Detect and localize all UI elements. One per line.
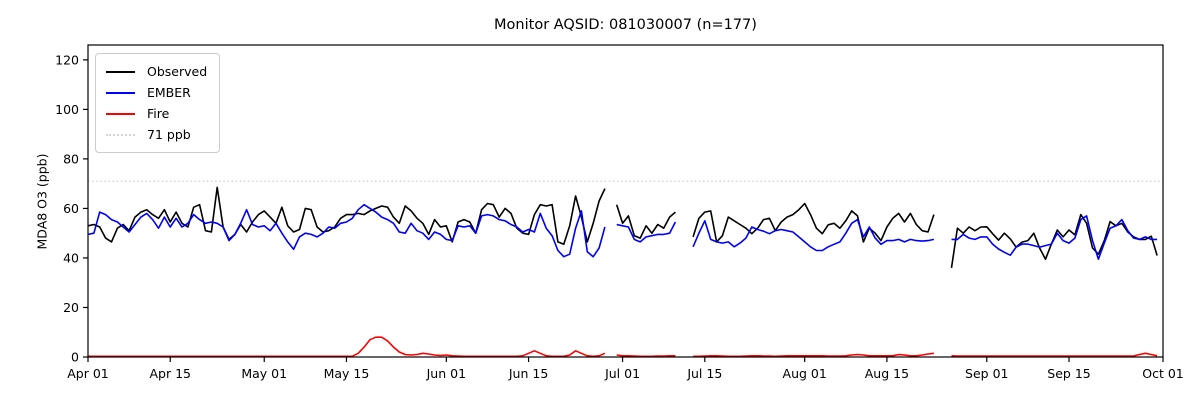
legend-item-fire: Fire bbox=[106, 103, 207, 124]
x-tick-label: Aug 15 bbox=[865, 366, 909, 381]
y-tick-label: 0 bbox=[71, 350, 79, 365]
observed-line-sample bbox=[106, 70, 135, 73]
x-tick-label: Jul 01 bbox=[604, 366, 640, 381]
x-tick-label: May 01 bbox=[241, 366, 287, 381]
legend-item-observed: Observed bbox=[106, 61, 207, 82]
chart-title: Monitor AQSID: 081030007 (n=177) bbox=[494, 17, 757, 33]
y-tick-label: 80 bbox=[63, 151, 79, 166]
legend-item-ember: EMBER bbox=[106, 82, 207, 103]
x-tick-label: Jun 15 bbox=[508, 366, 548, 381]
legend-label-fire: Fire bbox=[147, 106, 170, 121]
threshold-line-sample bbox=[106, 133, 135, 136]
x-tick-label: Apr 15 bbox=[149, 366, 191, 381]
legend-item-threshold: 71 ppb bbox=[106, 124, 207, 145]
x-tick-label: Oct 01 bbox=[1142, 366, 1184, 381]
x-tick-label: Aug 01 bbox=[783, 366, 827, 381]
x-tick-label: May 15 bbox=[324, 366, 370, 381]
legend: Observed EMBER Fire 71 ppb bbox=[95, 53, 221, 153]
series-line-fire bbox=[88, 336, 1158, 358]
y-tick-label: 20 bbox=[63, 300, 79, 315]
legend-label-observed: Observed bbox=[147, 64, 208, 79]
y-tick-label: 60 bbox=[63, 201, 79, 216]
ember-line-sample bbox=[106, 91, 135, 94]
plot-border bbox=[87, 44, 1164, 358]
legend-label-threshold: 71 ppb bbox=[147, 127, 191, 142]
y-tick-label: 120 bbox=[55, 52, 79, 67]
legend-label-ember: EMBER bbox=[147, 85, 191, 100]
fire-line-sample bbox=[106, 112, 135, 115]
x-tick-label: Sep 15 bbox=[1047, 366, 1090, 381]
x-tick-label: Jun 01 bbox=[426, 366, 466, 381]
x-tick-label: Apr 01 bbox=[67, 366, 109, 381]
x-tick-label: Sep 01 bbox=[965, 366, 1008, 381]
x-tick-label: Jul 15 bbox=[686, 366, 722, 381]
y-tick-label: 100 bbox=[55, 102, 79, 117]
y-tick-label: 40 bbox=[63, 250, 79, 265]
series-line-observed bbox=[87, 186, 1158, 269]
series-line-ember bbox=[87, 203, 1158, 260]
